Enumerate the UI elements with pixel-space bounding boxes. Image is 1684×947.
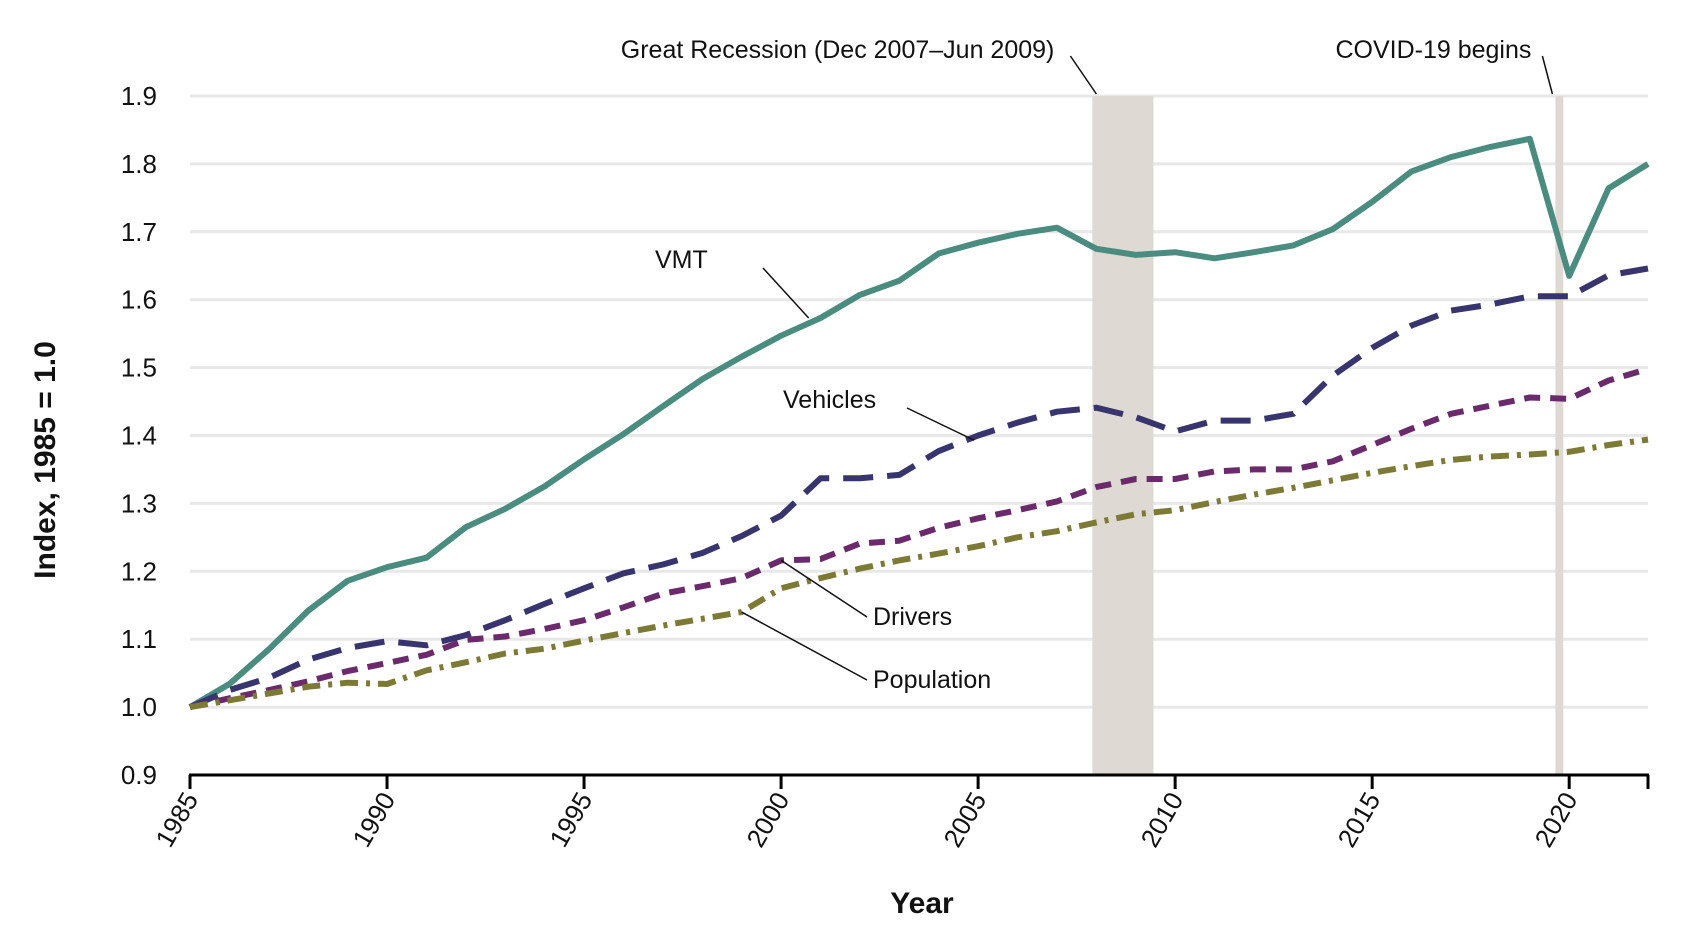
leader-line [741, 611, 868, 681]
y-tick-label: 1.8 [121, 149, 157, 179]
x-tick-label: 1995 [543, 787, 598, 852]
annotations: VMT Vehicles Drivers Population Great Recess… [621, 36, 1554, 694]
leader-line [1069, 55, 1098, 95]
y-tick-label: 1.3 [121, 488, 157, 518]
series-lines [188, 135, 1650, 711]
series-label-vmt: VMT [655, 246, 708, 274]
y-tick-label: 1.9 [121, 81, 157, 111]
y-tick-label: 0.9 [121, 760, 157, 790]
y-tick-label: 1.0 [121, 692, 157, 722]
x-tick-label: 2015 [1331, 787, 1386, 852]
series-line-vehicles [188, 265, 1649, 710]
y-tick-label: 1.6 [121, 285, 157, 315]
recession-band [1092, 96, 1154, 775]
y-tick-label: 1.7 [121, 217, 157, 247]
series-line-drivers [189, 366, 1649, 711]
covid-label: COVID-19 begins [1335, 36, 1531, 64]
x-tick-label: 1990 [346, 787, 401, 852]
x-tick-label: 2005 [937, 787, 992, 852]
leader-line [780, 559, 868, 618]
y-tick-label: 1.1 [121, 624, 157, 654]
y-tick-label: 1.2 [121, 556, 157, 586]
leader-line [1541, 55, 1554, 95]
series-line-vmt [188, 135, 1650, 710]
y-axis-title: Index, 1985 = 1.0 [29, 341, 62, 579]
recession-label: Great Recession (Dec 2007–Jun 2009) [621, 36, 1055, 64]
series-label-vehicles: Vehicles [783, 386, 876, 414]
leader-line [906, 407, 975, 441]
shaded-periods [1092, 96, 1564, 775]
x-tick-label: 1985 [149, 787, 204, 852]
x-axis-title: Year [890, 887, 954, 920]
x-tick-label: 2010 [1134, 787, 1189, 852]
series-line-population [189, 436, 1649, 711]
series-label-population: Population [873, 666, 991, 694]
y-tick-label: 1.5 [121, 353, 157, 383]
series-label-drivers: Drivers [873, 603, 952, 631]
x-tick-label: 2000 [740, 787, 795, 852]
y-tick-label: 1.4 [121, 421, 157, 451]
covid-band [1555, 96, 1564, 775]
leader-line [762, 267, 810, 319]
x-tick-label: 2020 [1528, 787, 1583, 852]
gridlines [190, 94, 1648, 709]
